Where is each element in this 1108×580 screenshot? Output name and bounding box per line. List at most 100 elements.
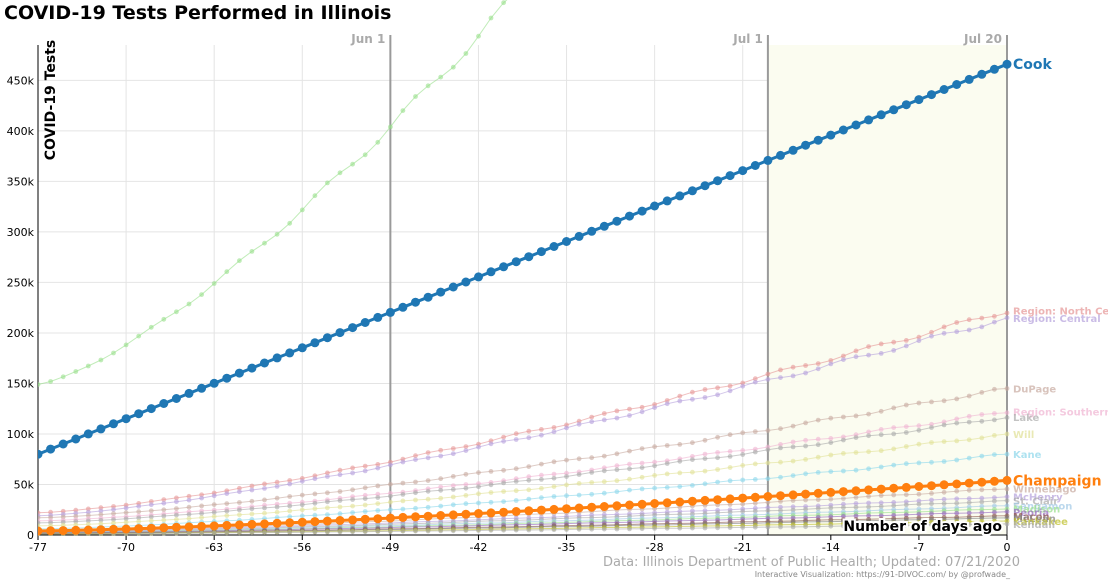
data-point	[627, 466, 632, 472]
data-point	[375, 491, 381, 497]
data-point	[98, 508, 104, 514]
data-point	[486, 267, 496, 277]
data-point	[929, 511, 934, 517]
y-tick-label: 400k	[7, 125, 35, 138]
data-point	[979, 390, 985, 395]
data-point	[778, 508, 783, 513]
y-tick-label: 250k	[7, 276, 35, 289]
data-point	[486, 508, 496, 518]
data-point	[828, 358, 834, 363]
data-point	[536, 505, 546, 515]
data-point	[738, 166, 748, 176]
data-point	[476, 500, 481, 506]
data-point	[652, 526, 657, 531]
data-point	[1004, 494, 1010, 500]
data-point	[174, 506, 179, 511]
data-point	[765, 505, 771, 510]
x-tick-label: -42	[469, 541, 487, 554]
data-point	[1004, 415, 1010, 420]
data-point	[740, 430, 746, 436]
data-point	[450, 528, 456, 534]
data-point	[436, 511, 446, 520]
data-point	[788, 490, 798, 500]
data-point	[260, 358, 269, 368]
data-point	[992, 417, 997, 423]
data-point	[350, 161, 355, 167]
series-unlabeled	[38, 0, 508, 387]
data-point	[398, 302, 408, 312]
data-point	[111, 511, 116, 516]
data-point	[375, 462, 381, 467]
data-point	[274, 504, 280, 510]
data-point	[423, 292, 433, 302]
data-point	[614, 415, 620, 421]
data-point	[1004, 486, 1010, 492]
data-point	[400, 459, 406, 465]
data-point	[362, 152, 368, 158]
data-point	[803, 437, 808, 443]
data-point	[715, 434, 720, 440]
data-point	[866, 466, 871, 472]
data-point	[690, 469, 695, 475]
data-point	[891, 462, 897, 468]
data-point	[826, 487, 836, 497]
data-point	[513, 437, 519, 442]
data-point	[841, 353, 846, 359]
data-point	[713, 495, 723, 505]
data-point	[929, 497, 934, 503]
data-point	[765, 447, 771, 453]
data-point	[740, 463, 746, 468]
data-point	[526, 428, 532, 434]
data-point	[337, 170, 343, 176]
series-end-label: Madison	[1013, 505, 1060, 516]
data-point	[148, 508, 154, 514]
data-point	[803, 471, 808, 477]
data-point	[461, 277, 471, 287]
data-point	[312, 529, 318, 535]
data-point	[425, 83, 431, 89]
data-point	[929, 522, 934, 528]
data-point	[929, 425, 934, 430]
data-point	[513, 527, 519, 533]
data-point	[222, 373, 232, 383]
data-point	[853, 501, 859, 506]
data-point	[400, 528, 406, 534]
data-point	[501, 489, 506, 494]
data-point	[123, 510, 129, 515]
data-point	[60, 374, 66, 380]
data-point	[272, 518, 282, 528]
data-point	[287, 494, 293, 499]
data-point	[927, 481, 936, 491]
data-point	[916, 460, 922, 466]
data-point	[929, 440, 934, 445]
data-point	[954, 320, 960, 325]
series-end-label: Region: Central	[1013, 314, 1101, 325]
data-point	[589, 491, 595, 497]
data-point	[941, 522, 947, 528]
data-point	[222, 520, 232, 530]
data-point	[966, 327, 972, 333]
credit-text[interactable]: Interactive Visualization: https://91-DI…	[754, 570, 1010, 579]
data-point	[325, 505, 330, 511]
data-point	[526, 435, 532, 441]
data-point	[916, 400, 922, 406]
data-point	[362, 485, 368, 491]
data-point	[853, 523, 859, 529]
data-point	[299, 529, 305, 535]
data-point	[889, 105, 899, 115]
series-end-label: Winnebago	[1013, 485, 1077, 496]
data-point	[841, 414, 846, 420]
data-point	[211, 502, 217, 507]
data-point	[639, 460, 645, 466]
data-point	[878, 427, 884, 432]
series-line	[38, 0, 508, 385]
data-point	[312, 512, 318, 518]
data-point	[838, 487, 848, 497]
data-point	[463, 444, 469, 449]
data-point	[765, 500, 771, 505]
highlighted-series[interactable]	[34, 59, 1012, 536]
x-tick-label: -7	[913, 541, 924, 554]
data-point	[463, 528, 469, 533]
